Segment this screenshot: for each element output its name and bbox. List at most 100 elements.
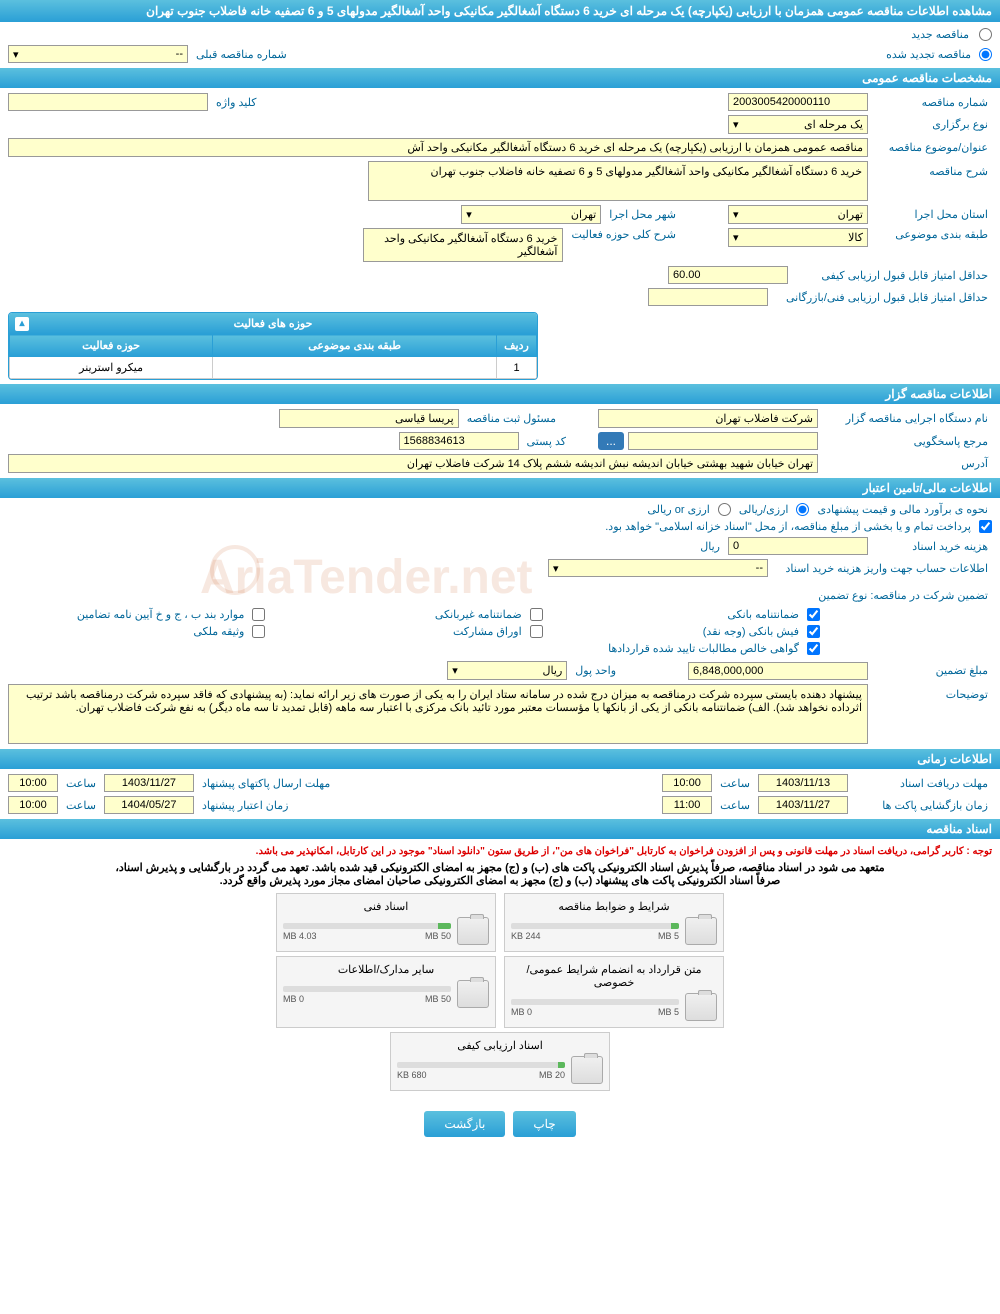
currency-fa-label: ارزی/ریالی <box>735 503 793 516</box>
city-dropdown[interactable]: تهران <box>461 205 601 224</box>
subject-label: عنوان/موضوع مناقصه <box>872 141 992 154</box>
nonbank-guarantee-label: ضمانتنامه غیربانکی <box>431 608 526 621</box>
document-box[interactable]: اسناد فنی 50 MB4.03 MB <box>276 893 496 952</box>
quality-score-label: حداقل امتیاز قابل قبول ارزیابی کیفی <box>792 269 992 282</box>
time-label-2: ساعت <box>62 777 100 790</box>
send-date-field[interactable]: 1403/11/27 <box>104 774 194 792</box>
section-financial: اطلاعات مالی/تامین اعتبار <box>0 478 1000 498</box>
renewed-tender-label: مناقصه تجدید شده <box>882 48 975 61</box>
responder-field[interactable] <box>628 432 818 450</box>
activity-summary-label: شرح کلی حوزه فعالیت <box>567 228 680 241</box>
account-dropdown[interactable]: -- <box>548 559 768 577</box>
participation-label: اوراق مشارکت <box>449 625 526 638</box>
receive-deadline-label: مهلت دریافت اسناد <box>852 777 992 790</box>
address-label: آدرس <box>822 457 992 470</box>
guarantee-amount-field[interactable]: 6,848,000,000 <box>688 662 868 680</box>
registrar-field: پریسا قیاسی <box>279 409 459 428</box>
receivables-label: گواهی خالص مطالبات تایید شده قراردادها <box>604 642 803 655</box>
currency-only-radio[interactable] <box>718 503 731 516</box>
payment-note: پرداخت تمام و یا بخشی از مبلغ مناقصه، از… <box>601 520 975 533</box>
folder-icon <box>457 980 489 1008</box>
print-button[interactable]: چاپ <box>513 1111 575 1137</box>
regulations-label: موارد بند ب ، ج و خ آیین نامه تضامین <box>73 608 248 621</box>
opening-date-field[interactable]: 1403/11/27 <box>758 796 848 814</box>
folder-icon <box>685 993 717 1021</box>
subject-field[interactable]: مناقصه عمومی همزمان با ارزیابی (یکپارچه)… <box>8 138 868 157</box>
prev-number-label: شماره مناقصه قبلی <box>192 48 291 61</box>
regulations-checkbox[interactable] <box>252 608 265 621</box>
time3-field[interactable]: 11:00 <box>662 796 712 814</box>
account-label: اطلاعات حساب جهت واریز هزینه خرید اسناد <box>772 562 992 575</box>
bank-receipt-checkbox[interactable] <box>807 625 820 638</box>
doc-fee-field[interactable]: 0 <box>728 537 868 555</box>
property-label: وثیقه ملکی <box>189 625 248 638</box>
description-field[interactable]: خرید 6 دستگاه آشغالگیر مکانیکی واحد آشغا… <box>368 161 868 201</box>
currency-unit: ریال <box>696 540 724 553</box>
participation-checkbox[interactable] <box>530 625 543 638</box>
col-category: طبقه بندی موضوعی <box>213 335 497 357</box>
currency-fa-radio[interactable] <box>796 503 809 516</box>
keyword-field[interactable] <box>8 93 208 111</box>
validity-date-field[interactable]: 1404/05/27 <box>104 796 194 814</box>
validity-label: زمان اعتبار پیشنهاد <box>198 799 293 812</box>
currency-dropdown[interactable]: ریال <box>447 661 567 680</box>
table-row: 1میکرو استرینر <box>10 357 537 379</box>
postal-label: کد پستی <box>523 435 570 448</box>
category-label: طبقه بندی موضوعی <box>872 228 992 241</box>
treasury-checkbox[interactable] <box>979 520 992 533</box>
property-checkbox[interactable] <box>252 625 265 638</box>
guarantee-type-label: تضمین شرکت در مناقصه: نوع تضمین <box>814 589 992 602</box>
activity-summary-field[interactable]: خرید 6 دستگاه آشغالگیر مکانیکی واحد آشغا… <box>363 228 563 262</box>
bank-guarantee-checkbox[interactable] <box>807 608 820 621</box>
back-button[interactable]: بازگشت <box>424 1111 505 1137</box>
document-box[interactable]: اسناد ارزیابی کیفی 20 MB680 KB <box>390 1032 610 1091</box>
folder-icon <box>571 1056 603 1084</box>
new-tender-label: مناقصه جدید <box>907 28 973 41</box>
type-label: نوع برگزاری <box>872 118 992 131</box>
keyword-label: کلید واژه <box>212 96 260 109</box>
quality-score-field[interactable]: 60.00 <box>668 266 788 284</box>
document-box[interactable]: متن قرارداد به انضمام شرایط عمومی/خصوصی … <box>504 956 724 1028</box>
currency-label: واحد پول <box>571 664 620 677</box>
province-dropdown[interactable]: تهران <box>728 205 868 224</box>
renewed-tender-radio[interactable] <box>979 48 992 61</box>
bank-guarantee-label: ضمانتنامه بانکی <box>723 608 803 621</box>
responder-lookup-button[interactable]: ... <box>598 432 624 450</box>
receive-date-field[interactable]: 1403/11/13 <box>758 774 848 792</box>
receivables-checkbox[interactable] <box>807 642 820 655</box>
opening-label: زمان بازگشایی پاکت ها <box>852 799 992 812</box>
document-box[interactable]: سایر مدارک/اطلاعات 50 MB0 MB <box>276 956 496 1028</box>
document-box[interactable]: شرایط و ضوابط مناقصه 5 MB244 KB <box>504 893 724 952</box>
type-dropdown[interactable]: یک مرحله ای <box>728 115 868 134</box>
section-documents: اسناد مناقصه <box>0 819 1000 839</box>
notes-label: توضیحات <box>872 684 992 701</box>
folder-icon <box>685 917 717 945</box>
time-label-1: ساعت <box>716 777 754 790</box>
tech-score-field[interactable] <box>648 288 768 306</box>
address-field: تهران خیابان شهید بهشتی خیابان اندیشه نب… <box>8 454 818 473</box>
nonbank-guarantee-checkbox[interactable] <box>530 608 543 621</box>
doc-title: متن قرارداد به انضمام شرایط عمومی/خصوصی <box>511 963 717 989</box>
notes-field[interactable]: پیشنهاد دهنده بایستی سپرده شرکت درمناقصه… <box>8 684 868 744</box>
col-area: حوزه فعالیت <box>10 335 213 357</box>
time4-field[interactable]: 10:00 <box>8 796 58 814</box>
tender-number-field: 2003005420000110 <box>728 93 868 111</box>
city-label: شهر محل اجرا <box>605 208 680 221</box>
postal-field: 1568834613 <box>399 432 519 450</box>
category-dropdown[interactable]: کالا <box>728 228 868 247</box>
doc-title: شرایط و ضوابط مناقصه <box>511 900 717 913</box>
currency-only-label: ارزی or ریالی <box>643 503 713 516</box>
doc-title: سایر مدارک/اطلاعات <box>283 963 489 976</box>
guarantee-amount-label: مبلغ تضمین <box>872 664 992 677</box>
time-label-3: ساعت <box>716 799 754 812</box>
time2-field[interactable]: 10:00 <box>8 774 58 792</box>
exec-label: نام دستگاه اجرایی مناقصه گزار <box>822 412 992 425</box>
prev-number-dropdown[interactable]: -- <box>8 45 188 63</box>
bank-receipt-label: فیش بانکی (وجه نقد) <box>699 625 803 638</box>
new-tender-radio[interactable] <box>979 28 992 41</box>
folder-icon <box>457 917 489 945</box>
province-label: استان محل اجرا <box>872 208 992 221</box>
collapse-icon[interactable]: ▴ <box>15 317 29 331</box>
time1-field[interactable]: 10:00 <box>662 774 712 792</box>
time-label-4: ساعت <box>62 799 100 812</box>
